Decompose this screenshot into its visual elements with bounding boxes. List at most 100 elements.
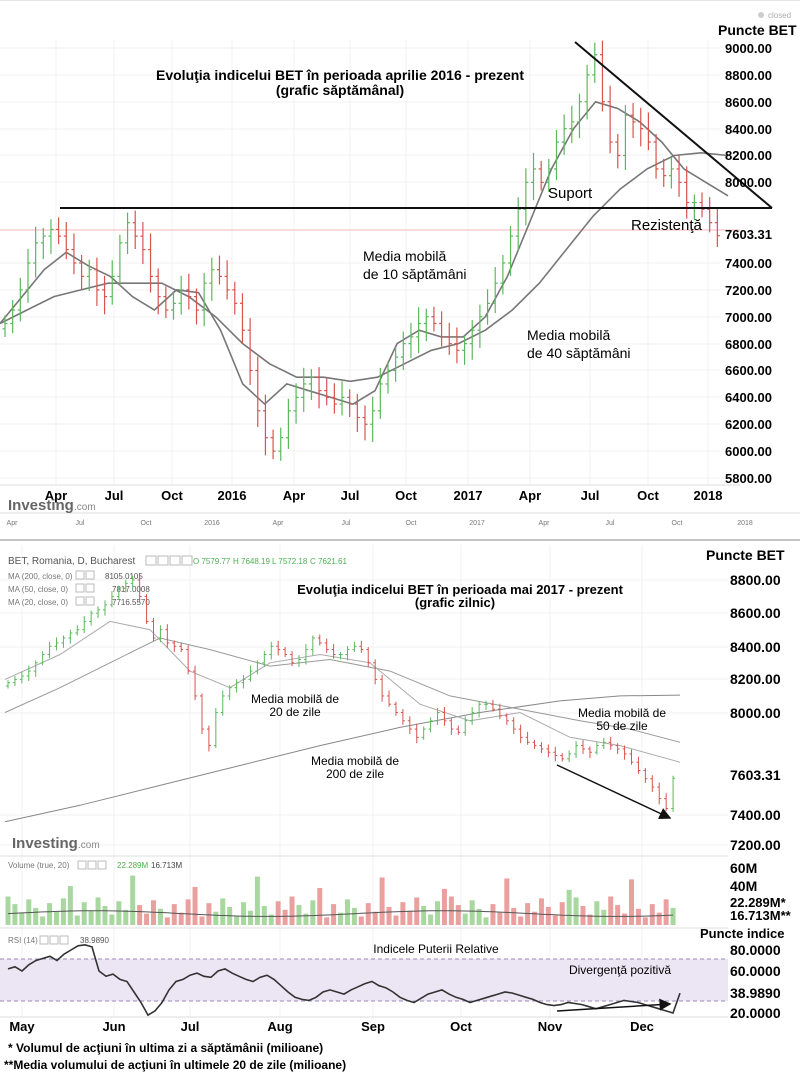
- daily-x-tick: Jul: [181, 1019, 200, 1034]
- rsi-settings-button[interactable]: [39, 935, 49, 945]
- volume-bar: [365, 903, 371, 925]
- ma50-hide-button[interactable]: [85, 583, 95, 593]
- volume-bar: [435, 901, 441, 925]
- ma200-settings-button[interactable]: [75, 570, 85, 580]
- volume-bar: [310, 900, 316, 925]
- weekly-y-axis-label: Puncte BET: [718, 22, 797, 38]
- footnote-1: * Volumul de acţiuni în ultima zi a săpt…: [8, 1041, 323, 1055]
- volume-bar: [12, 904, 18, 925]
- volume-hide-button[interactable]: [87, 860, 97, 870]
- volume-bar: [247, 910, 253, 925]
- daily-x-tick: Dec: [630, 1019, 654, 1034]
- volume-bar: [483, 917, 489, 925]
- rsi-tick-last: 38.9890: [730, 985, 781, 1001]
- volume-bar: [178, 912, 184, 925]
- volume-bar: [164, 917, 170, 925]
- volume-bar: [601, 909, 607, 925]
- volume-ma-value: 16.713M: [151, 861, 182, 870]
- weekly-y-tick: 8200.00: [725, 148, 772, 163]
- volume-bar: [254, 876, 260, 925]
- volume-bar: [60, 898, 66, 925]
- weekly-x-small-tick: Jul: [76, 520, 85, 527]
- rsi-tick-80: 80.0000: [730, 942, 781, 958]
- volume-bar: [421, 906, 427, 925]
- volume-bar: [47, 903, 53, 925]
- daily-investing-logo: Investing: [12, 835, 78, 852]
- status-text: closed: [768, 11, 791, 20]
- weekly-candles: [2, 40, 720, 461]
- volume-bar: [137, 905, 143, 925]
- daily-downtrend-arrow: [556, 764, 672, 819]
- daily-header-btn-4[interactable]: [181, 555, 193, 566]
- ohlc-low: L 7572.18: [272, 557, 308, 566]
- volume-bar: [587, 914, 593, 925]
- volume-bar: [490, 904, 496, 925]
- daily-header-btn-2[interactable]: [157, 555, 169, 566]
- daily-ma200-line: [4, 694, 681, 823]
- volume-bar: [608, 896, 614, 925]
- volume-bar: [88, 910, 94, 925]
- volume-bar: [344, 899, 350, 925]
- volume-bar: [338, 912, 344, 925]
- volume-bar: [663, 899, 669, 925]
- ma50-label-line1: Media mobilă de: [578, 706, 666, 720]
- volume-bar: [455, 905, 461, 925]
- daily-x-tick: Jun: [102, 1019, 125, 1034]
- weekly-x-small-tick: Apr: [273, 520, 285, 527]
- volume-bar: [518, 916, 524, 925]
- daily-x-tick: Sep: [361, 1019, 385, 1034]
- daily-header-buttons[interactable]: [145, 555, 193, 566]
- daily-subtitle: (grafic zilnic): [415, 595, 495, 610]
- volume-bar: [379, 877, 385, 925]
- weekly-y-tick: 6400.00: [725, 390, 772, 405]
- daily-y-tick: 7400.00: [730, 807, 781, 823]
- ma200-hide-button[interactable]: [85, 570, 95, 580]
- weekly-x-tick: 2017: [454, 488, 483, 503]
- weekly-x-small-tick: Oct: [141, 520, 152, 527]
- weekly-y-tick: 9000.00: [725, 41, 772, 56]
- volume-tick-40m: 40M: [730, 878, 757, 894]
- ma200-legend-value: 8105.0105: [105, 572, 143, 581]
- daily-y-ticks: 8800.00 8600.00 8400.00 8200.00 8000.00 7603.…: [730, 572, 781, 853]
- volume-bar: [504, 878, 510, 925]
- daily-title: Evoluţia indicelui BET în perioada mai 2…: [297, 582, 623, 597]
- weekly-x-small-ticks: Apr Jul Oct 2016 Apr Jul Oct 2017 Apr Jul Oct 2018: [7, 520, 753, 527]
- weekly-x-tick: Jul: [341, 488, 360, 503]
- volume-bar: [67, 886, 73, 925]
- ma20-label-line1: Media mobilă de: [251, 692, 339, 706]
- daily-y-tick: 7603.31: [730, 767, 781, 783]
- daily-header-btn-3[interactable]: [169, 555, 181, 566]
- volume-bar: [74, 915, 80, 925]
- daily-header-btn-1[interactable]: [145, 555, 157, 566]
- volume-bar: [5, 896, 11, 925]
- weekly-y-tick: 8600.00: [725, 95, 772, 110]
- ma20-settings-button[interactable]: [75, 596, 85, 606]
- volume-bar: [615, 905, 621, 925]
- weekly-x-tick: 2018: [694, 488, 723, 503]
- ma50-label-line2: 50 de zile: [596, 719, 648, 733]
- ma20-hide-button[interactable]: [85, 596, 95, 606]
- volume-bar: [400, 902, 406, 925]
- resistance-line: [574, 41, 773, 209]
- weekly-y-tick: 5800.00: [725, 471, 772, 486]
- rsi-close-button[interactable]: [59, 935, 69, 945]
- ma50-settings-button[interactable]: [75, 583, 85, 593]
- daily-y-tick: 8400.00: [730, 639, 781, 655]
- weekly-x-tick: Jul: [105, 488, 124, 503]
- weekly-chart: closed Evoluţia indicelui BET în perioad…: [0, 0, 800, 530]
- daily-y-tick: 7200.00: [730, 837, 781, 853]
- rsi-hide-button[interactable]: [49, 935, 59, 945]
- volume-bar: [635, 908, 641, 925]
- weekly-y-ticks: 9000.00 8800.00 8600.00 8400.00 8200.00 8000.…: [725, 41, 772, 486]
- weekly-y-tick: 7200.00: [725, 283, 772, 298]
- volume-bar: [497, 912, 503, 925]
- weekly-y-tick: 8800.00: [725, 68, 772, 83]
- weekly-y-tick: 7603.31: [725, 227, 772, 242]
- volume-bar: [324, 917, 330, 925]
- volume-settings-button[interactable]: [77, 860, 87, 870]
- volume-bar: [261, 906, 267, 925]
- weekly-y-tick: 7000.00: [725, 310, 772, 325]
- volume-bar: [303, 913, 309, 925]
- volume-close-button[interactable]: [97, 860, 107, 870]
- volume-tick-last: 22.289M*: [730, 895, 787, 910]
